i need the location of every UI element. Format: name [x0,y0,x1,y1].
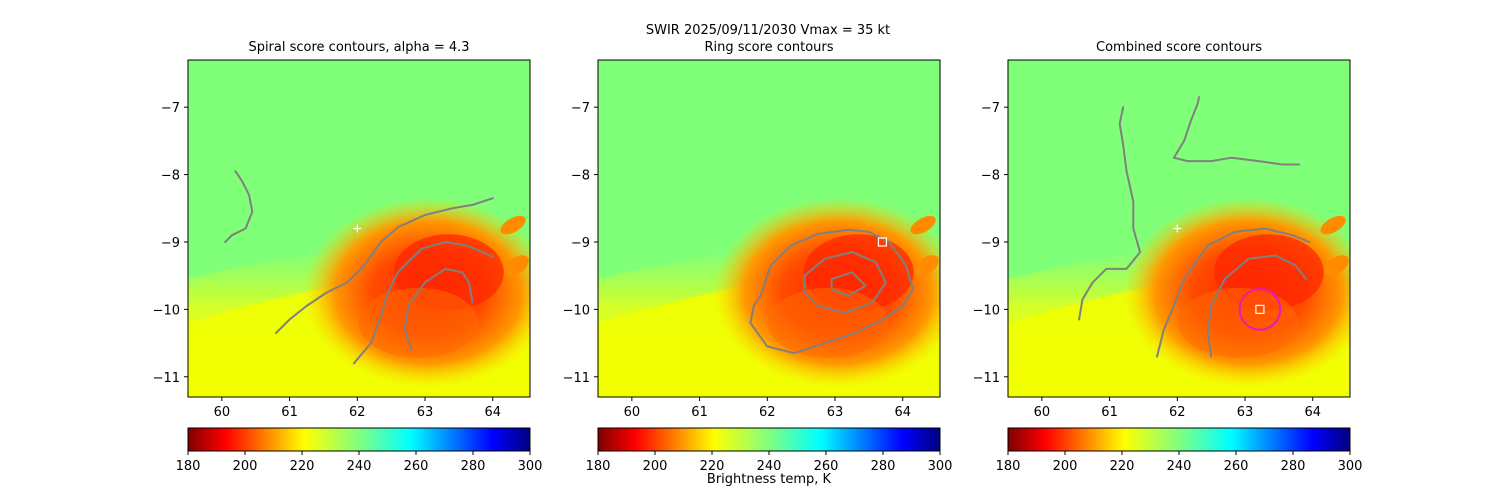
colorbar-tick-label: 180 [586,459,611,474]
axes-frame [1007,59,1351,398]
contour-line-3 [830,271,867,297]
colorbar-tick-label: 300 [1338,459,1363,474]
y-tick-label: −9 [571,236,590,251]
colorbar-tick-label: 280 [1281,459,1306,474]
x-tick-label: 64 [894,405,911,420]
y-tick-label: −9 [981,236,1000,251]
y-tick-label: −11 [973,371,1000,386]
heatmap-cell-b [1324,255,1349,276]
contour-line-1 [224,170,254,243]
figure-suptitle: SWIR 2025/09/11/2030 Vmax = 35 kt [645,23,891,38]
colorbar-tick-label: 220 [1110,459,1135,474]
contour-line-4 [1156,227,1311,358]
y-tick-label: −7 [571,101,590,116]
panel-2-title: Ring score contours [704,40,834,55]
colorbar-tick-label: 200 [643,459,668,474]
colorbar-tick-label: 220 [290,459,315,474]
y-tick-label: −9 [161,236,180,251]
colorbar [1007,427,1351,452]
colorbar-tick-label: 300 [518,459,543,474]
heatmap-cloud-lobe [768,287,889,358]
colorbar-tick-label: 260 [404,459,429,474]
x-tick-label: 64 [484,405,501,420]
contour-line-1 [749,228,914,355]
center-ring [1238,287,1282,331]
colorbar [597,427,941,452]
colorbar-tick-label: 240 [347,459,372,474]
colorbar-tick-label: 200 [1053,459,1078,474]
x-tick-label: 61 [691,405,708,420]
colorbar-label: Brightness temp, K [706,472,832,487]
colorbar-tick-label: 200 [233,459,258,474]
colorbar-tick-label: 180 [176,459,201,474]
panel-2: 60 61 62 63 64 −7 −8 −9 −10 −11 180 200 220 240 260 280… [563,59,953,474]
x-tick-label: 60 [1034,405,1051,420]
colorbar-tick-label: 300 [928,459,953,474]
y-tick-label: −10 [153,303,180,318]
contour-line-3 [352,241,494,365]
x-tick-label: 63 [417,405,434,420]
heatmap-image [188,60,530,397]
heatmap-cell-b [504,255,529,276]
x-tick-label: 64 [1304,405,1321,420]
y-tick-label: −8 [161,169,180,184]
contour-line-2 [275,197,494,334]
colorbar-tick-label: 220 [700,459,725,474]
heatmap-cell-b [914,255,939,276]
x-tick-label: 61 [1101,405,1118,420]
colorbar-tick-label: 240 [1167,459,1192,474]
axes-frame [597,59,941,398]
heatmap-cell-a [910,215,936,235]
heatmap-image [1008,60,1350,397]
contour-line-5 [1206,254,1307,358]
y-tick-label: −8 [981,169,1000,184]
heatmap-cell-a [1320,215,1346,235]
heatmap-cell-a [500,215,526,235]
x-tick-label: 62 [349,405,366,420]
y-tick-label: −10 [973,303,1000,318]
contour-line-4 [403,267,474,351]
colorbar-tick-label: 260 [1224,459,1249,474]
colorbar-tick-label: 260 [814,459,839,474]
contour-line-1 [1078,106,1142,321]
panel-1: 60 61 62 63 64 −7 −8 −9 −10 −11 180 200 220 240 260 280… [153,59,543,474]
panel-3: 60 61 62 63 64 −7 −8 −9 −10 −11 180 200 220 240 260 280… [973,59,1363,474]
storm-center-marker [353,224,362,233]
storm-center-marker [1173,224,1182,233]
heatmap-image [598,60,940,397]
contour-line-2 [803,251,887,314]
center-square-marker [877,237,888,247]
contour-line-2 [1172,156,1301,166]
x-tick-label: 60 [214,405,231,420]
center-square-marker [1255,304,1265,314]
panel-3-title: Combined score contours [1096,40,1262,55]
axes-frame [187,59,531,398]
colorbar-tick-label: 180 [996,459,1021,474]
colorbar-tick-label: 240 [757,459,782,474]
y-tick-label: −10 [563,303,590,318]
x-tick-label: 60 [624,405,641,420]
colorbar [187,427,531,452]
colorbar-tick-label: 280 [871,459,896,474]
x-tick-label: 62 [759,405,776,420]
y-tick-label: −8 [571,169,590,184]
x-tick-label: 63 [1237,405,1254,420]
heatmap-cloud-lobe [358,287,479,358]
y-tick-label: −7 [981,101,1000,116]
panel-1-title: Spiral score contours, alpha = 4.3 [248,40,470,55]
x-tick-label: 63 [827,405,844,420]
x-tick-label: 62 [1169,405,1186,420]
contour-line-3 [1172,96,1200,159]
heatmap-cloud-lobe [1178,287,1299,358]
y-tick-label: −11 [563,371,590,386]
colorbar-tick-label: 280 [461,459,486,474]
x-tick-label: 61 [281,405,298,420]
y-tick-label: −7 [161,101,180,116]
y-tick-label: −11 [153,371,180,386]
